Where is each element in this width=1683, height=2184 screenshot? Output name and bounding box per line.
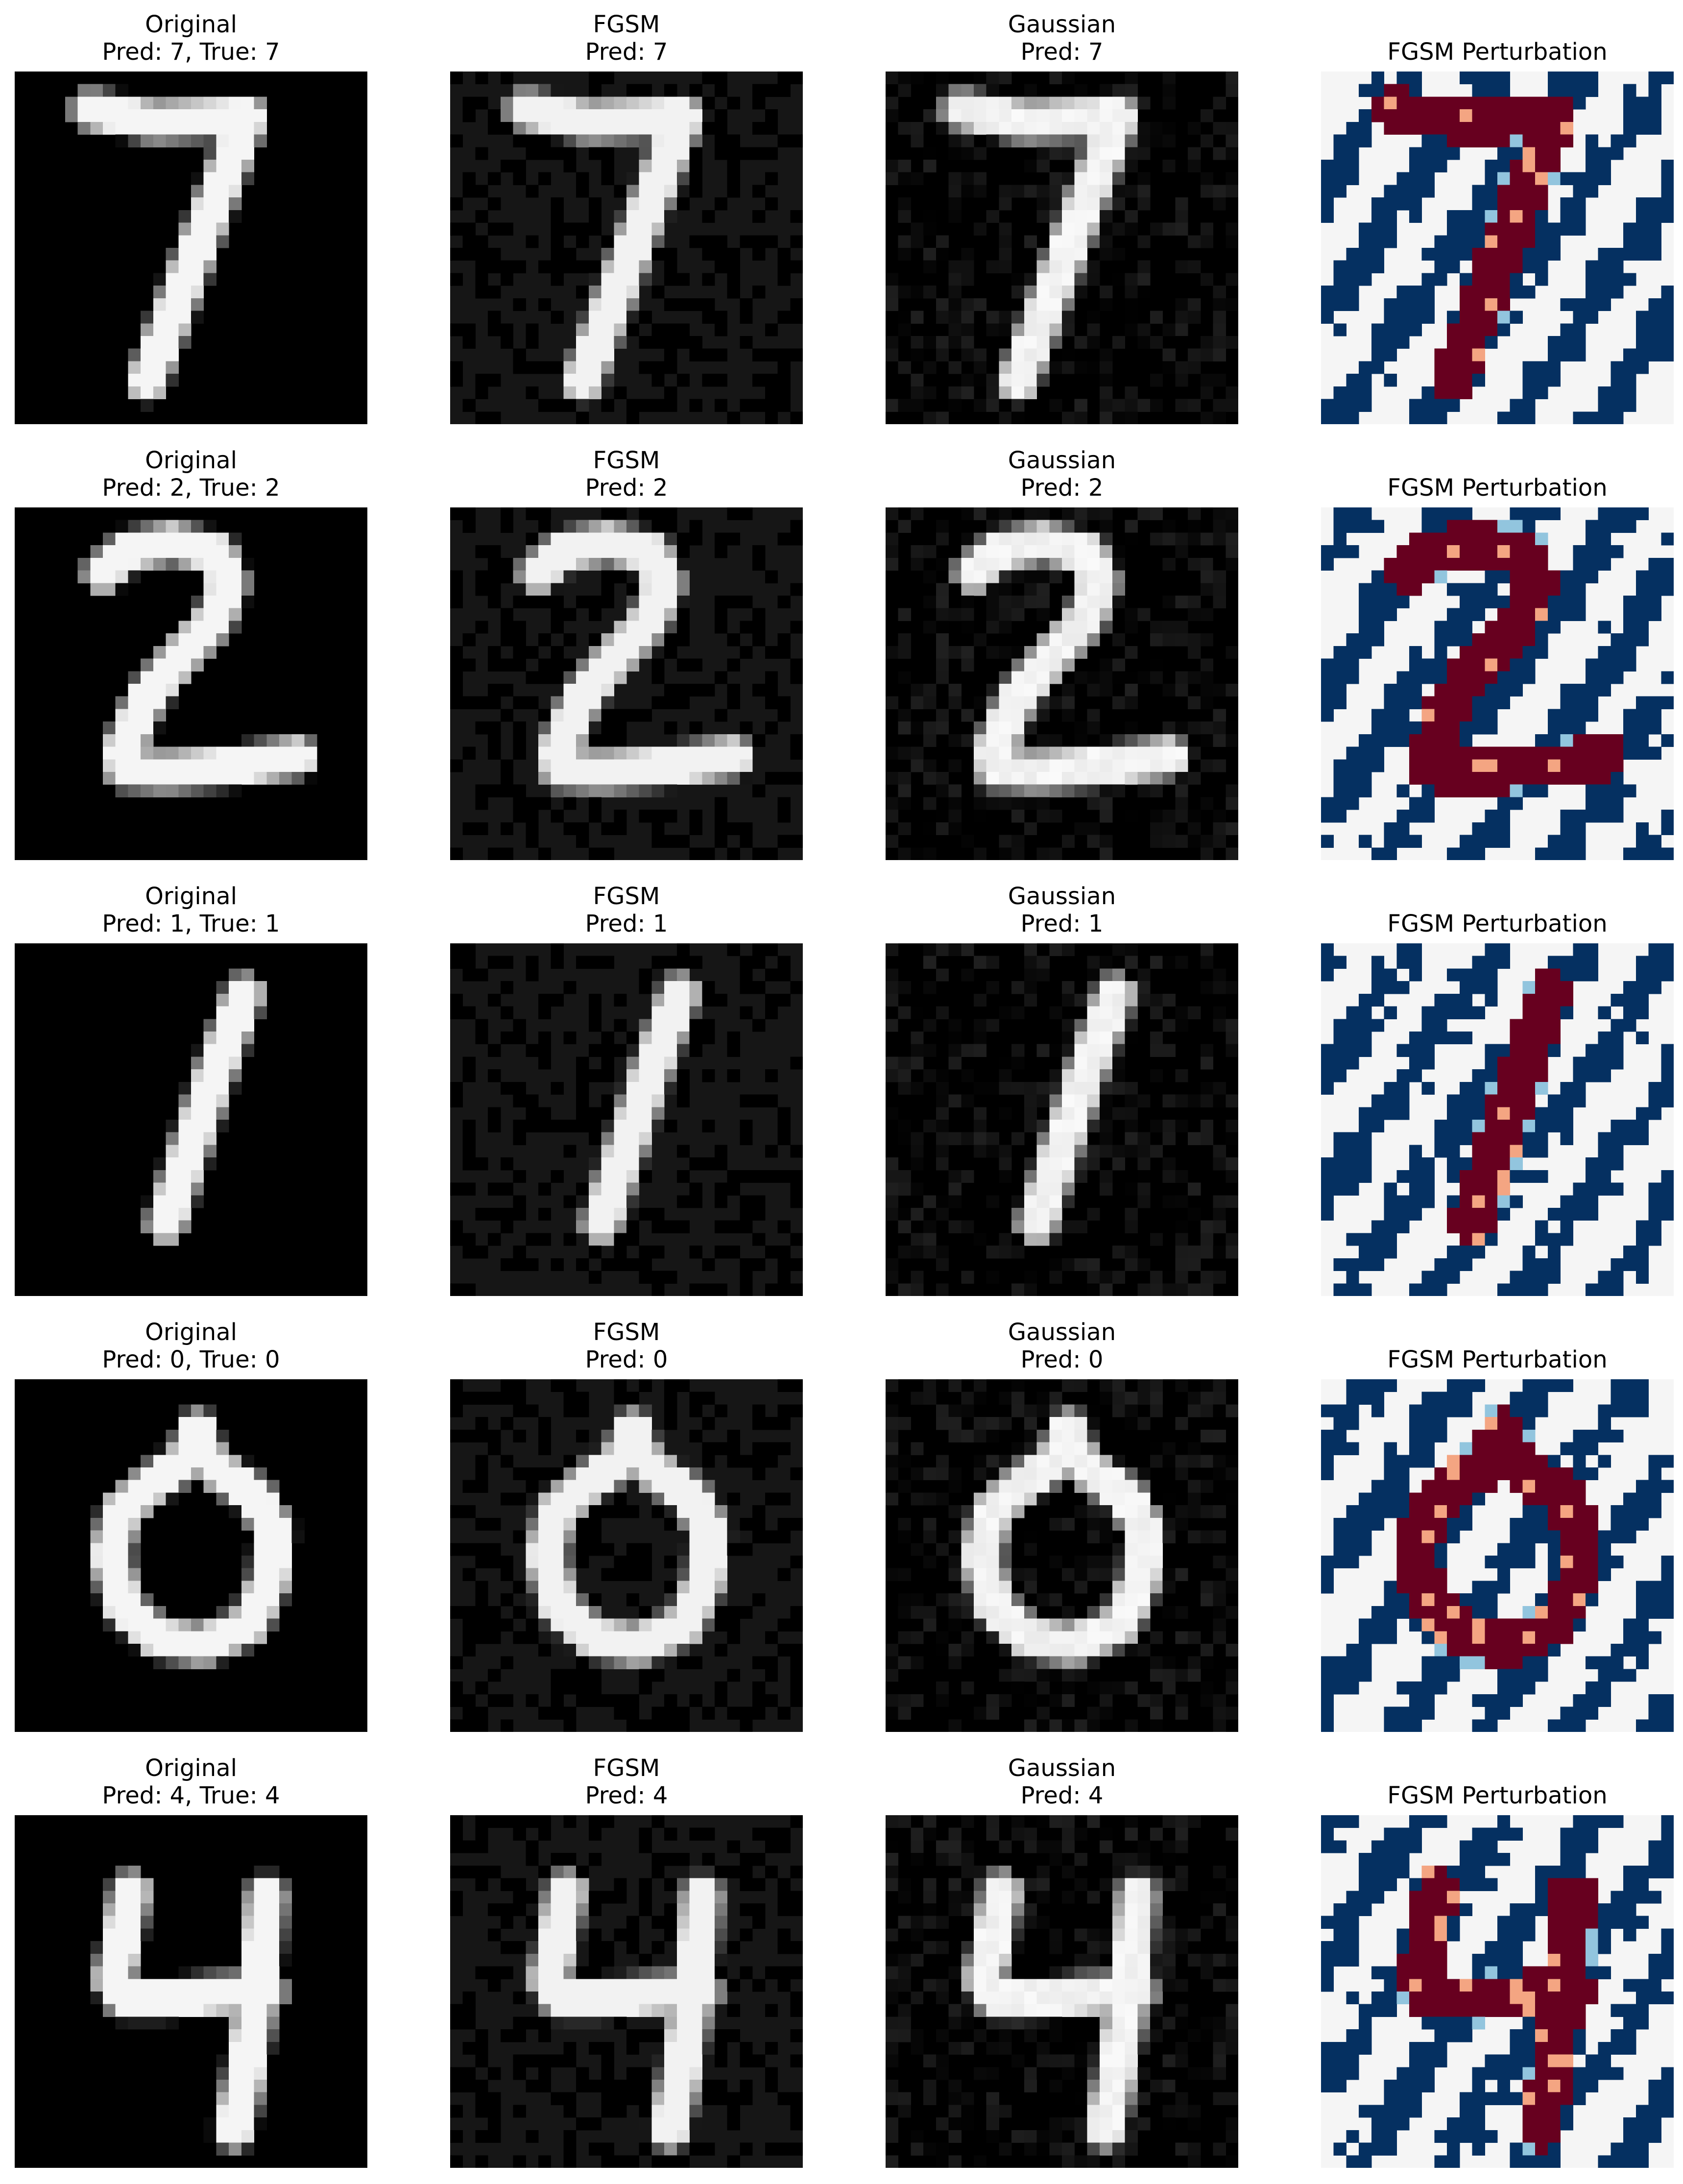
panel-title-line2: Pred: 4 bbox=[1020, 1782, 1104, 1809]
digit-image-fgsm bbox=[450, 507, 803, 860]
panel-title: FGSM Perturbation bbox=[1321, 1754, 1674, 1809]
panel-title: Gaussian Pred: 0 bbox=[886, 1319, 1238, 1373]
digit-image-gaussian bbox=[886, 1815, 1238, 2168]
panel-title: Original Pred: 1, True: 1 bbox=[15, 883, 367, 937]
panel-title-line2: Pred: 2 bbox=[585, 474, 668, 502]
digit-image-gaussian bbox=[886, 72, 1238, 424]
panel-title-line1: Gaussian bbox=[1008, 883, 1116, 910]
panel-title-line2: Pred: 0 bbox=[585, 1346, 668, 1373]
panel-title: Gaussian Pred: 7 bbox=[886, 11, 1238, 66]
panel-title: Original Pred: 0, True: 0 bbox=[15, 1319, 367, 1373]
panel-title-line2: Pred: 1 bbox=[585, 910, 668, 937]
panel-title: Original Pred: 7, True: 7 bbox=[15, 11, 367, 66]
digit-image-perturbation bbox=[1321, 1379, 1674, 1732]
panel-title: FGSM Pred: 4 bbox=[450, 1754, 803, 1809]
panel-title: Original Pred: 2, True: 2 bbox=[15, 447, 367, 502]
panel-title-line1: FGSM bbox=[593, 1754, 660, 1782]
panel-title: FGSM Pred: 7 bbox=[450, 11, 803, 66]
panel-title: Gaussian Pred: 2 bbox=[886, 447, 1238, 502]
digit-image-perturbation bbox=[1321, 943, 1674, 1296]
panel-title-line1: Gaussian bbox=[1008, 447, 1116, 474]
panel-title-line1 bbox=[1321, 447, 1674, 474]
panel-title-line2: FGSM Perturbation bbox=[1387, 910, 1608, 937]
panel-title-line2: Pred: 4, True: 4 bbox=[102, 1782, 280, 1809]
panel-title-line1: Original bbox=[145, 447, 237, 474]
panel-title-line1: Gaussian bbox=[1008, 1754, 1116, 1782]
panel-title: Gaussian Pred: 4 bbox=[886, 1754, 1238, 1809]
panel-title-line2: Pred: 0, True: 0 bbox=[102, 1346, 280, 1373]
panel-title-line2: Pred: 7 bbox=[1020, 38, 1104, 66]
digit-image-perturbation bbox=[1321, 72, 1674, 424]
panel-title-line2: Pred: 1, True: 1 bbox=[102, 910, 280, 937]
panel-title-line1: Gaussian bbox=[1008, 11, 1116, 38]
panel-title-line2: Pred: 7, True: 7 bbox=[102, 38, 280, 66]
panel-title-line2: Pred: 2 bbox=[1020, 474, 1104, 502]
panel-title-line1: FGSM bbox=[593, 1319, 660, 1346]
panel-title: FGSM Pred: 1 bbox=[450, 883, 803, 937]
digit-image-original bbox=[15, 943, 367, 1296]
panel-title-line1: Original bbox=[145, 1319, 237, 1346]
digit-image-fgsm bbox=[450, 943, 803, 1296]
panel-title-line1 bbox=[1321, 11, 1674, 38]
digit-image-gaussian bbox=[886, 1379, 1238, 1732]
panel-title-line2: Pred: 4 bbox=[585, 1782, 668, 1809]
panel-title-line1: Gaussian bbox=[1008, 1319, 1116, 1346]
digit-image-gaussian bbox=[886, 507, 1238, 860]
panel-title-line1 bbox=[1321, 1319, 1674, 1346]
digit-image-original bbox=[15, 507, 367, 860]
panel-title-line2: FGSM Perturbation bbox=[1387, 474, 1608, 502]
panel-title: FGSM Perturbation bbox=[1321, 447, 1674, 502]
digit-image-perturbation bbox=[1321, 507, 1674, 860]
panel-title-line2: Pred: 7 bbox=[585, 38, 668, 66]
panel-title-line1: FGSM bbox=[593, 883, 660, 910]
panel-title: FGSM Pred: 2 bbox=[450, 447, 803, 502]
digit-image-original bbox=[15, 72, 367, 424]
panel-title-line1: FGSM bbox=[593, 11, 660, 38]
panel-title-line2: FGSM Perturbation bbox=[1387, 1346, 1608, 1373]
digit-image-fgsm bbox=[450, 72, 803, 424]
panel-title: FGSM Pred: 0 bbox=[450, 1319, 803, 1373]
panel-title-line2: FGSM Perturbation bbox=[1387, 38, 1608, 66]
panel-title-line1 bbox=[1321, 1754, 1674, 1782]
digit-image-perturbation bbox=[1321, 1815, 1674, 2168]
panel-title-line1: FGSM bbox=[593, 447, 660, 474]
digit-image-original bbox=[15, 1815, 367, 2168]
digit-image-original bbox=[15, 1379, 367, 1732]
panel-title: FGSM Perturbation bbox=[1321, 1319, 1674, 1373]
panel-title-line2: Pred: 0 bbox=[1020, 1346, 1104, 1373]
panel-title: FGSM Perturbation bbox=[1321, 11, 1674, 66]
digit-image-gaussian bbox=[886, 943, 1238, 1296]
panel-title-line1: Original bbox=[145, 883, 237, 910]
panel-title-line2: Pred: 1 bbox=[1020, 910, 1104, 937]
panel-title: Gaussian Pred: 1 bbox=[886, 883, 1238, 937]
digit-image-fgsm bbox=[450, 1815, 803, 2168]
panel-title-line1 bbox=[1321, 883, 1674, 910]
digit-image-fgsm bbox=[450, 1379, 803, 1732]
panel-title-line1: Original bbox=[145, 1754, 237, 1782]
panel-title-line2: Pred: 2, True: 2 bbox=[102, 474, 280, 502]
panel-title-line2: FGSM Perturbation bbox=[1387, 1782, 1608, 1809]
panel-title: FGSM Perturbation bbox=[1321, 883, 1674, 937]
panel-title-line1: Original bbox=[145, 11, 237, 38]
panel-title: Original Pred: 4, True: 4 bbox=[15, 1754, 367, 1809]
